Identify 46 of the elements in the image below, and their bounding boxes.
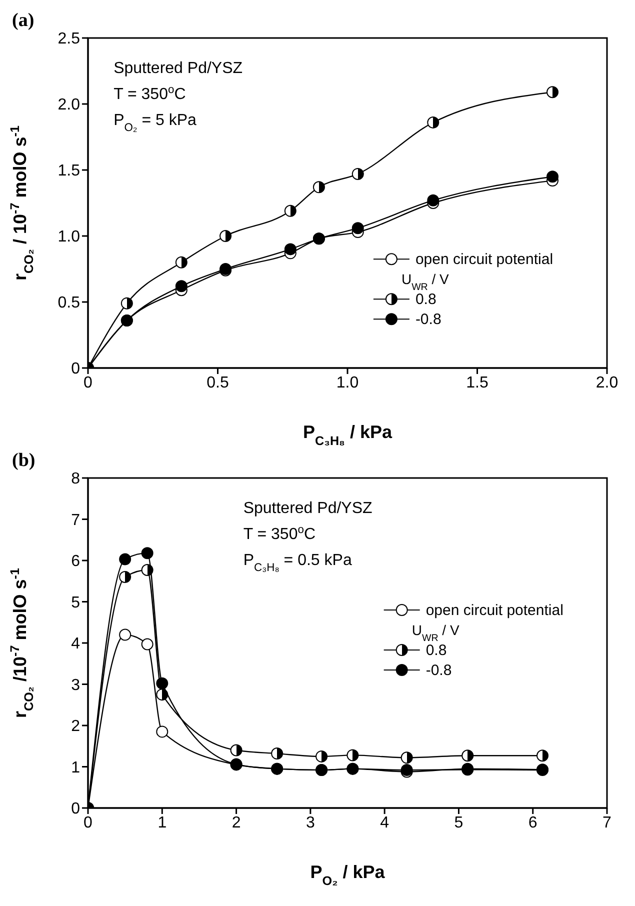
x-tick-label: 5 [454,814,464,832]
x-tick-label: 1.5 [466,374,488,392]
y-tick-label: 0 [71,800,80,818]
legend-label: open circuit potential [426,602,564,619]
y-tick-label: 1 [71,759,80,776]
y-tick-label: 8 [71,470,80,488]
annotation: Sputtered Pd/YSZ [114,60,243,77]
x-tick-label: 6 [528,814,538,832]
legend-title: U$_{WR}$ / V [401,271,450,293]
x-tick-label: 0 [84,374,93,392]
y-tick-label: 5 [71,594,80,612]
annotation: Sputtered Pd/YSZ [243,500,373,517]
x-axis-title: P$_{C₃H₈}$ / kPa [303,422,393,448]
annotation: P$_{C₃H₈}$ = 0.5 kPa [243,552,352,574]
x-tick-label: 1.0 [336,374,359,392]
y-tick-label: 4 [71,636,80,653]
y-tick-label: 0 [71,360,80,378]
x-tick-label: 2.0 [596,374,618,392]
x-tick-label: 1 [158,814,167,832]
x-axis-title: P$_{O₂}$ / kPa [310,862,386,888]
y-tick-label: 2.5 [58,30,80,48]
y-tick-label: 2 [71,718,80,736]
chart-title: (b) [12,450,36,471]
y-tick-label: 7 [71,512,80,529]
annotation: P$_{O₂}$ = 5 kPa [114,112,197,134]
x-tick-label: 4 [380,814,390,832]
annotation: T = 350$^{o}$C [114,84,186,103]
chart-title: (a) [12,10,34,31]
legend-label: -0.8 [426,662,452,679]
y-tick-label: 0.5 [58,294,80,312]
legend-label: open circuit potential [415,251,554,268]
annotation: T = 350$^{o}$C [243,524,316,543]
legend-label: 0.8 [426,642,447,659]
y-tick-label: 2.0 [58,96,80,114]
x-tick-label: 7 [602,814,612,832]
y-tick-label: 1.0 [58,228,80,246]
y-tick-label: 1.5 [58,162,80,180]
x-tick-label: 3 [306,814,315,832]
x-tick-label: 0.5 [206,374,229,392]
x-tick-label: 0 [84,814,93,832]
legend-label: -0.8 [415,311,442,328]
legend-label: 0.8 [415,291,436,308]
y-tick-label: 6 [71,553,80,570]
x-tick-label: 2 [232,814,241,832]
y-tick-label: 3 [71,676,80,694]
legend-title: U$_{WR}$ / V [412,622,460,644]
